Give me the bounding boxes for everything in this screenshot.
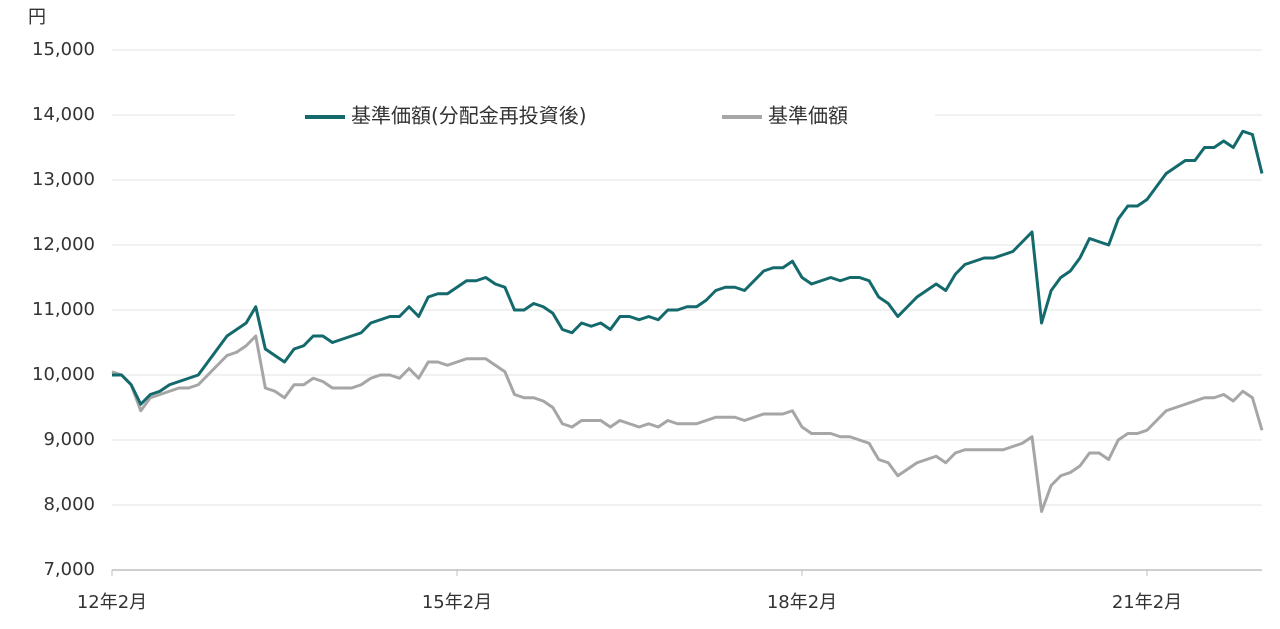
y-tick-label: 15,000 [32,39,95,60]
x-tick-label: 21年2月 [1112,592,1182,613]
series-line [112,129,1264,406]
legend-text: 基準価額(分配金再投資後) [351,104,587,128]
y-tick-label: 13,000 [32,169,95,190]
y-tick-label: 12,000 [32,234,95,255]
series-line [111,334,1264,513]
y-tick-label: 7,000 [43,559,95,580]
y-tick-label: 11,000 [32,299,95,320]
x-tick-label: 15年2月 [422,592,492,613]
y-tick-label: 14,000 [32,104,95,125]
y-tick-label: 10,000 [32,364,95,385]
x-tick-label: 12年2月 [77,592,147,613]
legend-text: 基準価額 [768,104,848,128]
y-tick-label: 8,000 [43,494,95,515]
x-tick-label: 18年2月 [767,592,837,613]
legend-background [235,99,935,135]
y-axis-unit: 円 [28,7,46,28]
y-tick-label: 9,000 [43,429,95,450]
